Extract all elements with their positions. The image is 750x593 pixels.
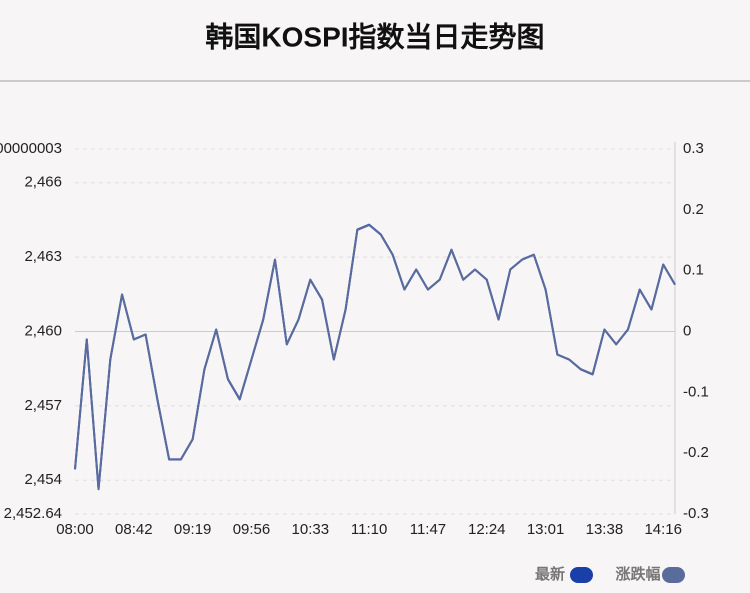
y2-tick-label: -0.3 xyxy=(683,505,709,522)
y-tick-label: 2,467.3600000003 xyxy=(0,140,62,157)
x-tick-label: 13:38 xyxy=(586,521,624,538)
legend-swatch xyxy=(662,567,685,583)
x-tick-label: 10:33 xyxy=(292,521,330,538)
y2-tick-label: -0.1 xyxy=(683,383,709,400)
y2-tick-label: 0 xyxy=(683,322,691,339)
x-tick-label: 14:16 xyxy=(644,521,682,538)
y2-tick-label: 0.3 xyxy=(683,140,704,157)
y-tick-label: 2,466 xyxy=(24,174,62,191)
legend-label: 涨跌幅 xyxy=(615,565,660,583)
chart-title: 韩国KOSPI指数当日走势图 xyxy=(205,21,544,52)
y2-tick-label: 0.1 xyxy=(683,262,704,279)
y2-tick-label: 0.2 xyxy=(683,201,704,218)
series-line xyxy=(74,224,676,491)
y-tick-label: 2,457 xyxy=(24,397,62,414)
y-tick-label: 2,454 xyxy=(24,471,62,488)
x-tick-label: 08:42 xyxy=(115,521,153,538)
y2-tick-label: -0.2 xyxy=(683,444,709,461)
y-tick-label: 2,452.64 xyxy=(4,505,62,522)
x-tick-label: 13:01 xyxy=(527,521,565,538)
x-tick-label: 11:47 xyxy=(410,521,446,538)
legend-label: 最新 xyxy=(535,565,565,583)
y-tick-label: 2,463 xyxy=(24,248,62,265)
x-tick-label: 09:19 xyxy=(174,521,212,538)
legend-swatch xyxy=(570,567,593,583)
x-tick-label: 08:00 xyxy=(56,521,94,538)
x-tick-label: 11:10 xyxy=(351,521,387,538)
x-tick-label: 12:24 xyxy=(468,521,506,538)
y-tick-label: 2,460 xyxy=(24,322,62,339)
x-tick-label: 09:56 xyxy=(233,521,271,538)
